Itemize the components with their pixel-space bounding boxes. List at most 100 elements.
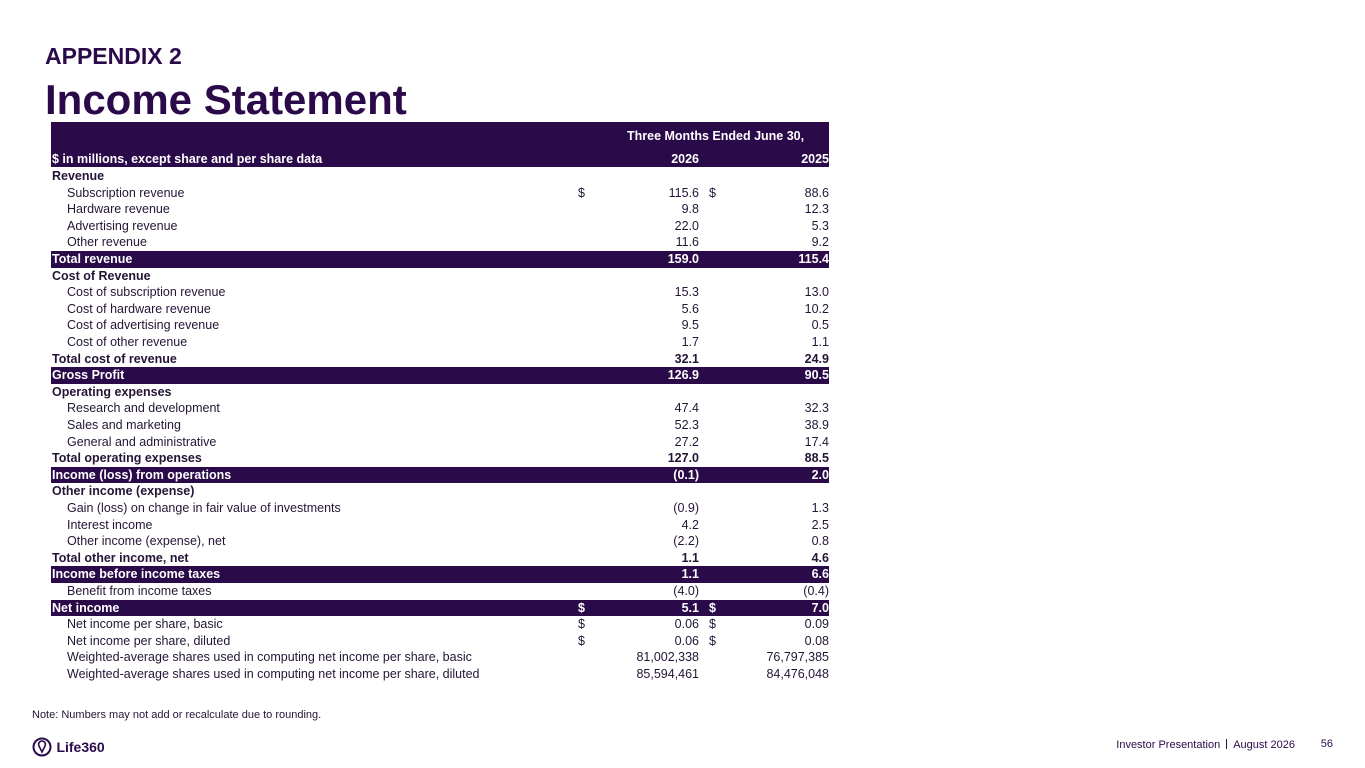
- value-2025: 32.3: [804, 401, 829, 416]
- table-row: Operating expenses: [51, 384, 829, 401]
- value-2026: (0.9): [673, 501, 699, 515]
- value-2025: 115.4: [798, 252, 829, 266]
- row-label: Total cost of revenue: [52, 351, 177, 366]
- value-2026: 1.7: [681, 335, 699, 349]
- value-2025: 88.6: [804, 185, 829, 200]
- row-label: Gross Profit: [52, 368, 125, 383]
- table-row: Total cost of revenue 32.1 24.9: [51, 351, 829, 368]
- row-label: Other income (expense), net: [67, 534, 226, 549]
- kicker: APPENDIX 2: [45, 43, 182, 69]
- value-2026: (2.2): [673, 534, 699, 549]
- table-row: Hardware revenue 9.8 12.3: [51, 201, 829, 218]
- table-row: Weighted-average shares used in computin…: [51, 666, 829, 683]
- row-label: Total operating expenses: [52, 451, 202, 466]
- logo-icon: [32, 737, 52, 757]
- row-label: Hardware revenue: [67, 202, 170, 217]
- date: August 2026: [1233, 739, 1295, 751]
- value-2025: 76,797,385: [766, 650, 829, 665]
- value-2026: 5.1: [681, 600, 699, 615]
- table-row: Net income per share, diluted $0.06 $0.08: [51, 633, 829, 650]
- value-2026: 159.0: [667, 252, 699, 266]
- value-2026: 9.8: [681, 202, 699, 217]
- units: $ in millions, except share and per shar…: [52, 152, 323, 166]
- row-label: Weighted-average shares used in computin…: [67, 650, 472, 665]
- value-2025: 0.08: [804, 633, 829, 648]
- table-row: Subscription revenue $115.6 $88.6: [51, 185, 829, 202]
- value-2026: 32.1: [674, 351, 699, 366]
- value-2026: 0.06: [674, 617, 699, 632]
- title: Income Statement: [45, 76, 407, 123]
- table-row: Income before income taxes 1.1 6.6: [51, 566, 829, 583]
- row-label: Total other income, net: [52, 550, 189, 565]
- value-2025: 4.6: [811, 550, 829, 565]
- table-row: Research and development 47.4 32.3: [51, 400, 829, 417]
- table-row: Total operating expenses 127.0 88.5: [51, 450, 829, 467]
- logo: Life360: [32, 737, 105, 757]
- row-label: Other income (expense): [52, 484, 195, 499]
- page-number: 56: [1320, 738, 1333, 750]
- value-2025: 1.3: [811, 501, 829, 515]
- period: Three Months Ended June 30,: [627, 129, 805, 143]
- table-row: Gain (loss) on change in fair value of i…: [51, 500, 829, 517]
- row-label: Cost of advertising revenue: [67, 318, 220, 333]
- table-row: Net income per share, basic $0.06 $0.09: [51, 616, 829, 633]
- row-label: General and administrative: [67, 434, 217, 449]
- row-label: Gain (loss) on change in fair value of i…: [67, 501, 341, 515]
- row-label: Interest income: [67, 517, 153, 532]
- row-label: Income (loss) from operations: [52, 467, 232, 482]
- table-row: Income (loss) from operations (0.1) 2.0: [51, 466, 829, 484]
- value-2026: 126.9: [667, 368, 699, 383]
- row-label: Subscription revenue: [67, 185, 185, 200]
- value-2025: 13.0: [804, 285, 829, 300]
- row-label: Total revenue: [52, 252, 133, 266]
- row-label: Weighted-average shares used in computin…: [67, 667, 480, 681]
- table-row: Advertising revenue 22.0 5.3: [51, 218, 829, 235]
- column-header: 2026: [671, 152, 699, 166]
- value-2025: 88.5: [804, 451, 829, 466]
- table-row: Other revenue 11.6 9.2: [51, 234, 829, 251]
- value-2025: (0.4): [803, 584, 829, 598]
- value-2025: 5.3: [811, 218, 829, 233]
- row-label: Cost of Revenue: [52, 268, 151, 283]
- row-label: Net income per share, basic: [67, 617, 223, 632]
- value-2026: 115.6: [668, 185, 699, 200]
- note: Note: Numbers may not add or recalculate…: [32, 709, 322, 721]
- currency-sign: $: [709, 185, 716, 200]
- value-2025: 84,476,048: [766, 667, 829, 681]
- table-row: Cost of other revenue 1.7 1.1: [51, 334, 829, 351]
- value-2025: 10.2: [804, 301, 829, 316]
- currency-sign: $: [578, 633, 585, 648]
- row-label: Advertising revenue: [67, 218, 178, 233]
- value-2026: 27.2: [674, 434, 699, 449]
- row-label: Cost of subscription revenue: [67, 285, 226, 300]
- row-label: Income before income taxes: [52, 567, 221, 582]
- value-2025: 0.5: [811, 318, 829, 333]
- table-row: Interest income 4.2 2.5: [51, 517, 829, 534]
- footer-text: Investor Presentation August 2026: [1116, 739, 1295, 751]
- logo-text: Life360: [56, 739, 105, 755]
- value-2025: 17.4: [804, 434, 829, 449]
- row-label: Net income per share, diluted: [67, 633, 231, 648]
- row-label: Cost of other revenue: [67, 335, 188, 349]
- row-label: Sales and marketing: [67, 418, 181, 432]
- table-row: Gross Profit 126.9 90.5: [51, 367, 829, 384]
- value-2026: 52.3: [674, 418, 699, 432]
- currency-sign: $: [578, 185, 585, 200]
- value-2025: 90.5: [804, 368, 829, 383]
- value-2025: 2.5: [811, 517, 829, 532]
- value-2025: 12.3: [804, 202, 829, 217]
- table-row: Cost of subscription revenue 15.3 13.0: [51, 284, 829, 301]
- row-label: Net income: [52, 600, 120, 615]
- value-2025: 6.6: [811, 567, 829, 582]
- currency-sign: $: [578, 600, 585, 615]
- value-2026: 1.1: [681, 567, 699, 582]
- value-2025: 2.0: [811, 467, 829, 482]
- value-2026: 85,594,461: [636, 667, 699, 681]
- value-2026: 81,002,338: [636, 650, 699, 665]
- value-2026: 0.06: [674, 633, 699, 648]
- value-2026: 47.4: [674, 401, 699, 416]
- value-2026: 11.6: [675, 235, 699, 250]
- table-row: Benefit from income taxes (4.0) (0.4): [51, 583, 829, 600]
- value-2026: 127.0: [667, 451, 699, 466]
- table-row: Net income $5.1 $7.0: [51, 599, 829, 617]
